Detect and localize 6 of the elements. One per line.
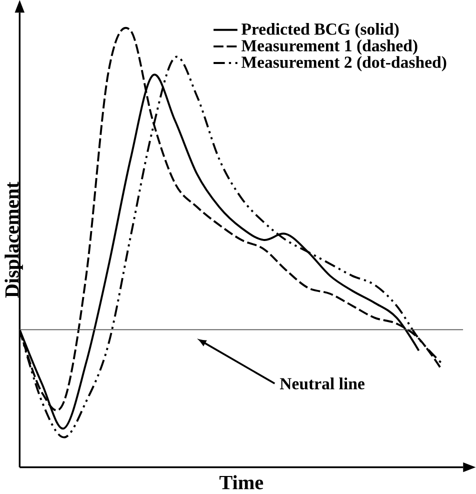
legend-label: Predicted BCG (solid): [242, 23, 399, 38]
legend-label: Measurement 1 (dashed): [242, 40, 418, 55]
legend-label: Measurement 2 (dot-dashed): [242, 56, 446, 72]
x-axis-title: Time: [220, 475, 264, 490]
y-axis-title: Displacement: [4, 182, 24, 298]
ref-line-label: Neutral line: [280, 378, 365, 390]
